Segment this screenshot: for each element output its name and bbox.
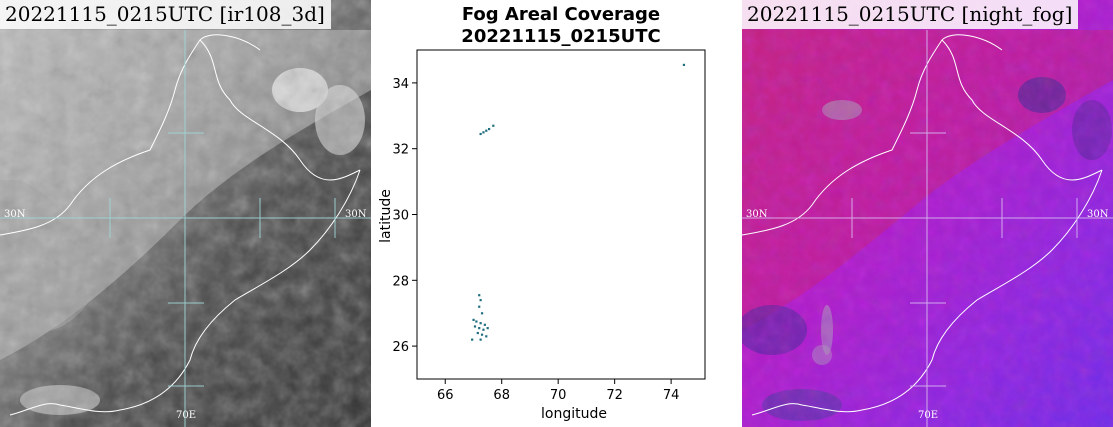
lat-label-right: 30N [1087,209,1109,220]
x-tick-label: 72 [606,388,623,403]
plot-frame [416,49,706,380]
chart-title: Fog Areal Coverage [461,4,661,25]
fog-pixel-point [479,322,482,325]
ir108-satellite-image [0,0,371,427]
lat-label-left: 30N [746,209,768,220]
fog-pixel-point [483,323,486,326]
fog-pixel-point [478,294,481,297]
fog-pixel-point [473,325,477,328]
fog-pixel-point [478,327,481,330]
fog-pixel-point [480,333,484,336]
y-tick-label: 30 [392,209,409,224]
chart-plot: 66 68 70 72 74 26 28 30 32 34 [392,49,706,403]
fog-pixel-point [479,338,482,341]
x-axis-label: longitude [541,406,607,422]
y-tick-label: 34 [392,77,409,92]
lat-label-right: 30N [345,209,367,220]
x-tick-label: 74 [663,388,680,403]
fog-pixel-point [479,132,482,136]
fog-pixel-point [482,328,485,331]
lat-label-left: 30N [4,209,26,220]
fog-pixel-point [472,318,475,321]
fog-pixel-point [682,63,686,67]
fog-pixel-point [478,305,481,308]
x-tick-label: 70 [550,388,567,403]
fog-pixel-point [485,129,488,132]
fog-pixel-point [480,312,484,315]
y-tick-label: 28 [392,274,409,289]
ir108-satellite-panel: 20221115_0215UTC [ir108_3d] 30N 30N 70E [0,0,371,427]
fog-pixel-point [485,335,488,338]
fog-pixel-point [486,327,489,330]
fog-pixel-point [492,124,495,127]
fog-pixel-point [471,338,474,341]
chart-subtitle: 20221115_0215UTC [461,26,661,47]
fog-pixel-point [479,299,482,302]
fog-pixel-point [488,127,491,131]
panel-title: 20221115_0215UTC [night_fog] [742,0,1079,29]
fog-coverage-chart: Fog Areal Coverage 20221115_0215UTC 66 68… [371,0,742,427]
fog-pixel-point [475,320,478,323]
fog-pixel-point [482,131,485,134]
y-axis-label: latitude [377,189,394,243]
lon-label-bottom: 70E [176,410,197,421]
y-tick-label: 26 [392,340,409,355]
night-fog-satellite-image [742,0,1113,427]
night-fog-satellite-panel: 20221115_0215UTC [night_fog] 30N 30N 70E [742,0,1113,427]
y-tick-label: 32 [392,143,409,158]
x-tick-label: 68 [493,388,510,403]
x-tick-label: 66 [437,388,454,403]
panel-title: 20221115_0215UTC [ir108_3d] [0,0,331,29]
lon-label-bottom: 70E [918,410,939,421]
fog-pixel-point [476,331,479,335]
